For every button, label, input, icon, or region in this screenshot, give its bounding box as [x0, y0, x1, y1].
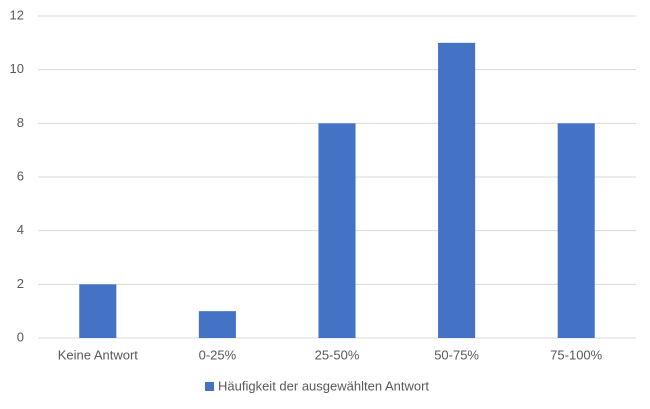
bar — [79, 284, 117, 338]
bar — [557, 123, 595, 338]
bar — [198, 311, 236, 338]
legend-label: Häufigkeit der ausgewählten Antwort — [218, 378, 429, 393]
x-tick-label: 75-100% — [550, 347, 602, 362]
y-tick-label: 10 — [10, 61, 24, 76]
legend-swatch — [205, 382, 214, 391]
y-tick-label: 0 — [17, 329, 24, 344]
x-tick-label: 25-50% — [315, 347, 360, 362]
y-tick-label: 2 — [17, 276, 24, 291]
x-tick-label: 0-25% — [199, 347, 237, 362]
x-tick-label: 50-75% — [434, 347, 479, 362]
bar — [438, 42, 476, 338]
y-tick-label: 12 — [10, 7, 24, 22]
y-tick-label: 8 — [17, 115, 24, 130]
y-tick-label: 6 — [17, 168, 24, 183]
x-tick-label: Keine Antwort — [58, 347, 139, 362]
y-tick-label: 4 — [17, 222, 24, 237]
bar — [318, 123, 356, 338]
